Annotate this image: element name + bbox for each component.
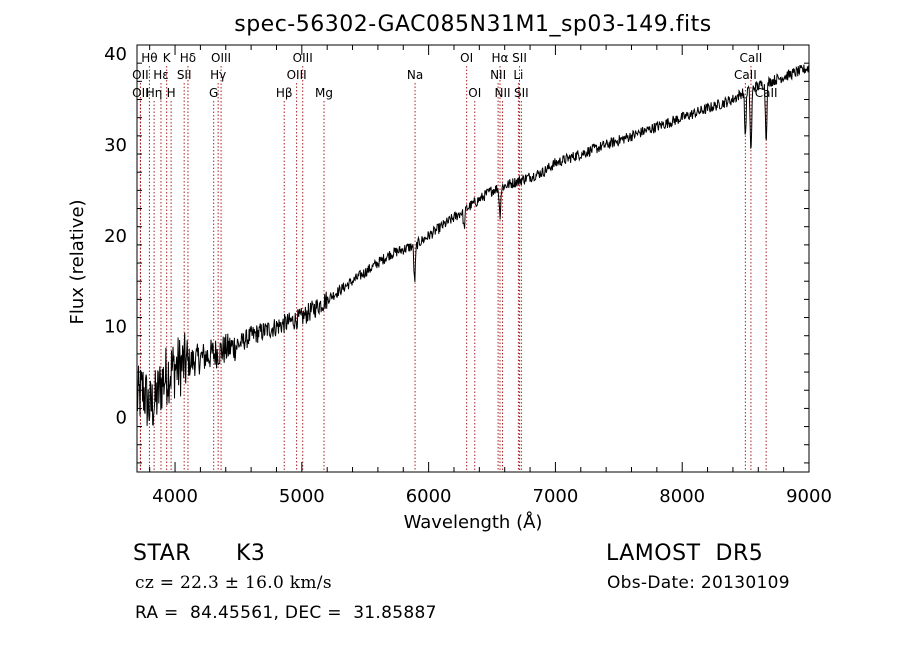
x-axis-label: Wavelength (Å)	[404, 511, 543, 533]
line-label: Hη	[146, 86, 163, 100]
line-label: SII	[512, 51, 527, 65]
line-label: Mg	[315, 86, 333, 100]
y-axis-label: Flux (relative)	[67, 199, 88, 324]
y-tick-label: 10	[104, 317, 127, 338]
line-label: Li	[513, 68, 523, 82]
x-tick-label: 9000	[786, 486, 832, 507]
x-tick-label: 8000	[659, 486, 705, 507]
line-label: Hε	[153, 68, 169, 82]
line-label: NII	[490, 68, 506, 82]
axis-ticks	[137, 45, 810, 472]
y-tick-label: 20	[104, 226, 127, 247]
line-label: H	[167, 86, 176, 100]
line-label: OIII	[293, 51, 313, 65]
object-class: STAR	[133, 541, 192, 566]
line-label: CaII	[755, 86, 778, 100]
y-tick-labels: 0 10 20 30 40	[104, 44, 127, 428]
obs-date: Obs-Date: 20130109	[607, 573, 790, 593]
spectrum-line	[136, 64, 810, 426]
line-label: Hα	[492, 51, 509, 65]
x-tick-label: 4000	[152, 486, 198, 507]
line-label: CaII	[734, 68, 757, 82]
line-label: CaII	[740, 51, 763, 65]
y-tick-label: 30	[104, 135, 127, 156]
line-markers	[139, 66, 767, 472]
y-tick-label: 40	[104, 44, 127, 65]
line-label: SII	[514, 86, 529, 100]
line-label: Hδ	[180, 51, 196, 65]
plot-frame	[136, 44, 810, 473]
line-label: OIII	[287, 68, 307, 82]
velocity-text: cz = 22.3 ± 16.0 km/s	[135, 573, 332, 593]
line-label: Hβ	[276, 86, 293, 100]
object-subclass: K3	[236, 541, 266, 566]
x-tick-labels: 4000 5000 6000 7000 8000 9000	[152, 486, 832, 507]
x-tick-label: 5000	[279, 486, 325, 507]
line-label: Na	[407, 68, 423, 82]
line-label: G	[209, 86, 218, 100]
y-tick-label: 0	[116, 407, 127, 428]
line-label: Hθ	[141, 51, 157, 65]
line-label: OIII	[211, 51, 231, 65]
line-label: K	[163, 51, 172, 65]
x-tick-label: 7000	[533, 486, 579, 507]
line-label: OII	[132, 68, 149, 82]
survey-name: LAMOST DR5	[606, 541, 764, 566]
line-label: OII	[132, 86, 149, 100]
line-label: Hγ	[210, 68, 226, 82]
x-tick-label: 6000	[406, 486, 452, 507]
coordinates: RA = 84.45561, DEC = 31.85887	[135, 603, 437, 623]
line-label: OI	[468, 86, 481, 100]
chart-title: spec-56302-GAC085N31M1_sp03-149.fits	[234, 12, 712, 37]
line-label: SII	[177, 68, 192, 82]
line-label: NII	[495, 86, 511, 100]
line-label: OI	[460, 51, 473, 65]
